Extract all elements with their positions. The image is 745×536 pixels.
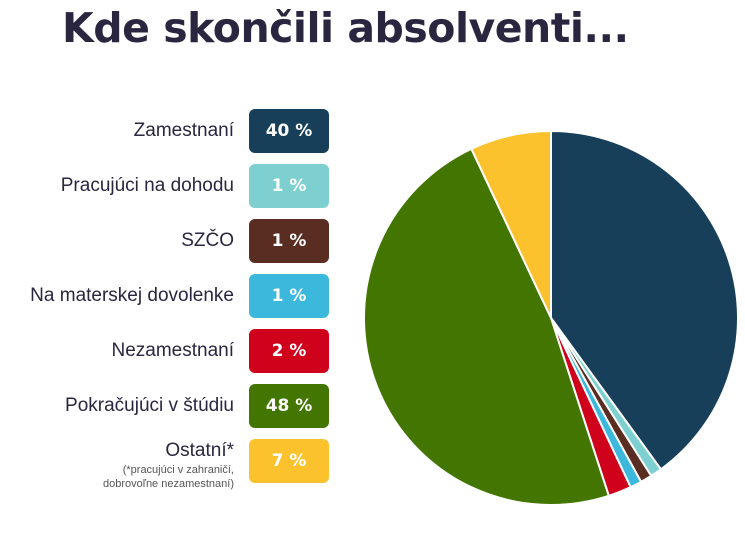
legend-item: Nezamestnaní 2 % bbox=[0, 329, 330, 373]
legend-value-badge: 48 % bbox=[249, 384, 329, 428]
footnote-line: (*pracujúci v zahraničí, bbox=[122, 464, 234, 476]
legend-value-badge: 1 % bbox=[249, 164, 329, 208]
footnote: (*pracujúci v zahraničí, dobrovoľne nezam… bbox=[103, 463, 234, 491]
legend-value-badge: 1 % bbox=[249, 274, 329, 318]
legend-label: Zamestnaní bbox=[133, 120, 234, 141]
legend-item: Ostatní* 7 % (*pracujúci v zahraničí, dobro… bbox=[0, 439, 330, 490]
pie-slice bbox=[363, 147, 610, 506]
legend-item: SZČO 1 % bbox=[0, 219, 330, 263]
legend-value-badge: 2 % bbox=[249, 329, 329, 373]
legend-item: Pokračujúci v štúdiu 48 % bbox=[0, 384, 330, 428]
legend-label: Nezamestnaní bbox=[111, 340, 234, 361]
pie-slice bbox=[470, 130, 552, 319]
legend-item: Pracujúci na dohodu 1 % bbox=[0, 164, 330, 208]
legend-label: Pokračujúci v štúdiu bbox=[65, 395, 234, 416]
legend-label: Pracujúci na dohodu bbox=[60, 175, 234, 196]
legend-value-badge: 7 % bbox=[249, 439, 329, 483]
legend-label: SZČO bbox=[181, 230, 234, 251]
legend-value-badge: 1 % bbox=[249, 219, 329, 263]
chart-title: Kde skončili absolventi... bbox=[62, 4, 629, 52]
legend-label: Na materskej dovolenke bbox=[30, 285, 234, 306]
legend-item: Zamestnaní 40 % bbox=[0, 109, 330, 153]
footnote-line: dobrovoľne nezamestnaní) bbox=[102, 478, 234, 490]
legend-item: Na materskej dovolenke 1 % bbox=[0, 274, 330, 318]
legend-label: Ostatní* bbox=[165, 440, 234, 461]
legend-value-badge: 40 % bbox=[249, 109, 329, 153]
pie-slice bbox=[550, 130, 739, 471]
